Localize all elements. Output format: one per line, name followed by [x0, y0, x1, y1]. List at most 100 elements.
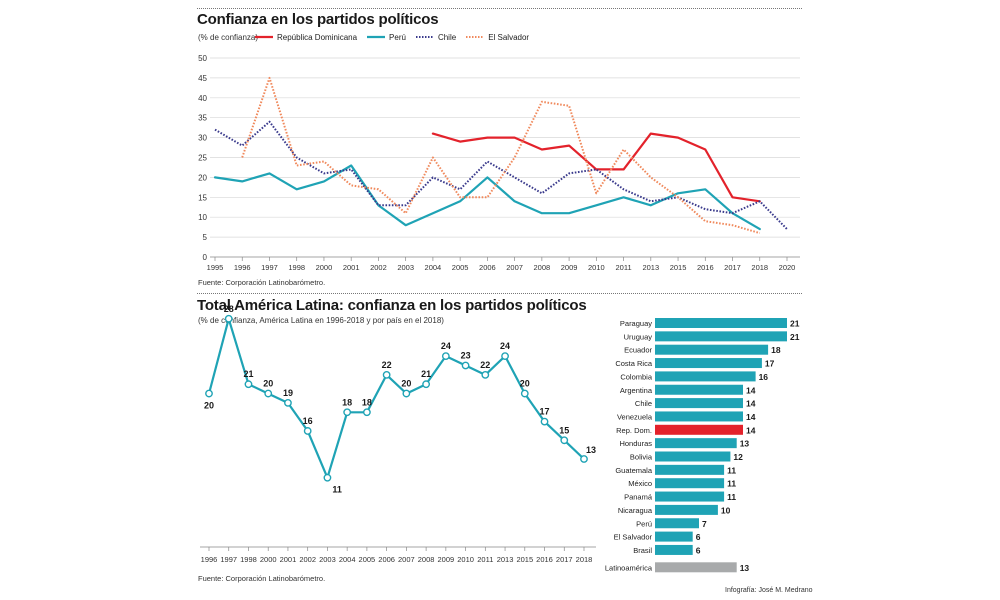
data-label: 20 — [401, 379, 411, 389]
bar-category-label: Ecuador — [624, 346, 652, 355]
x-tick-label: 2018 — [751, 263, 768, 272]
x-tick-label: 1998 — [240, 555, 257, 564]
bar-chile — [655, 398, 743, 409]
x-tick-label: 2009 — [561, 263, 578, 272]
x-tick-label: 1997 — [261, 263, 278, 272]
top-line-chart: 0 5 10 15 20 25 30 35 40 45 50 1995 1996 1997 1998 2000… — [198, 54, 800, 272]
top-rule — [197, 8, 802, 9]
bar-panama — [655, 491, 725, 502]
bar-argentina — [655, 384, 743, 395]
bar-ecuador — [655, 344, 769, 355]
bar-nicaragua — [655, 504, 718, 515]
y-tick-label: 5 — [203, 233, 208, 242]
bar-value-label: 12 — [733, 452, 743, 462]
x-tick-label: 2015 — [516, 555, 533, 564]
y-tick-label: 45 — [198, 74, 207, 83]
bar-category-label: Latinoamérica — [605, 563, 653, 572]
data-label: 22 — [382, 360, 392, 370]
bottom-rule — [197, 293, 802, 294]
bar-category-label: Panamá — [624, 493, 653, 502]
y-tick-label: 25 — [198, 154, 207, 163]
bar-rep-dom — [655, 424, 743, 435]
top-chart-subtitle: (% de confianza) — [198, 33, 259, 42]
data-label: 19 — [283, 388, 293, 398]
bottom-chart-subtitle: (% de confianza, América Latina en 1996-… — [198, 316, 444, 325]
data-label: 18 — [362, 397, 372, 407]
y-tick-label: 10 — [198, 213, 207, 222]
legend-swatch-el-salvador — [466, 36, 485, 38]
bar-value-label: 10 — [721, 505, 731, 515]
bar-category-label: Chile — [635, 399, 652, 408]
x-tick-label: 2005 — [359, 555, 376, 564]
x-tick-label: 2009 — [437, 555, 454, 564]
bar-value-label: 6 — [696, 545, 701, 555]
bar-value-label: 11 — [727, 479, 736, 489]
bar-honduras — [655, 438, 737, 449]
legend-swatch-peru — [367, 35, 386, 39]
x-tick-label: 2000 — [316, 263, 333, 272]
bar-guatemala — [655, 464, 725, 475]
x-tick-label: 2007 — [506, 263, 523, 272]
x-tick-label: 1996 — [201, 555, 218, 564]
legend-item-chile: Chile — [415, 33, 456, 42]
x-tick-label: 2017 — [556, 555, 573, 564]
data-point — [224, 314, 233, 323]
data-point — [422, 380, 431, 389]
data-label: 28 — [224, 304, 234, 314]
x-tick-label: 2003 — [397, 263, 414, 272]
data-point — [205, 389, 213, 398]
bar-paraguay — [655, 318, 787, 328]
legend-swatch-chile — [415, 36, 434, 38]
bar-value-label: 11 — [727, 492, 736, 502]
data-label: 16 — [303, 416, 313, 426]
y-tick-label: 35 — [198, 114, 207, 123]
x-tick-label: 2016 — [697, 263, 714, 272]
x-tick-label: 2004 — [425, 263, 442, 272]
y-tick-label: 40 — [198, 94, 207, 103]
bar-category-label: Venezuela — [617, 412, 653, 421]
data-label: 21 — [421, 369, 431, 379]
bar-value-label: 21 — [790, 319, 800, 329]
bar-category-label: Argentina — [620, 386, 653, 395]
bar-category-label: México — [628, 479, 652, 488]
bar-value-label: 16 — [759, 372, 769, 382]
top-chart-legend: República Dominicana Perú Chile El Salva… — [255, 31, 539, 43]
data-label: 18 — [342, 397, 352, 407]
bar-bolivia — [655, 451, 731, 462]
x-tick-label: 2020 — [779, 263, 796, 272]
data-label: 20 — [263, 379, 273, 389]
data-point — [461, 361, 470, 370]
bar-value-label: 13 — [740, 439, 750, 449]
x-tick-label: 2016 — [536, 555, 553, 564]
bar-value-label: 18 — [771, 345, 781, 355]
x-tick-label: 2011 — [477, 555, 493, 564]
credit: Infografía: José M. Medrano — [725, 587, 813, 594]
x-tick-label: 2018 — [576, 555, 593, 564]
bar-category-label: Perú — [636, 519, 652, 528]
bar-venezuela — [655, 411, 743, 422]
bar-value-label: 7 — [702, 519, 707, 529]
data-label: 15 — [559, 425, 569, 435]
x-tick-label: 2006 — [378, 555, 395, 564]
bar-value-label: 21 — [790, 332, 800, 342]
bar-category-label: Colombia — [620, 372, 653, 381]
y-tick-label: 50 — [198, 54, 207, 63]
y-tick-label: 0 — [203, 253, 208, 262]
bar-value-label: 11 — [727, 465, 736, 475]
bar-costa-rica — [655, 358, 762, 369]
data-label: 24 — [441, 341, 451, 351]
data-label: 21 — [243, 369, 253, 379]
bar-category-label: Honduras — [619, 439, 652, 448]
x-tick-label: 1995 — [207, 263, 224, 272]
data-point — [244, 380, 253, 389]
x-tick-label: 2010 — [457, 555, 474, 564]
data-point — [501, 352, 509, 361]
bar-category-label: El Salvador — [614, 533, 653, 542]
data-point — [343, 408, 352, 417]
data-point — [264, 389, 273, 398]
data-point — [382, 370, 391, 379]
bar-category-label: Brasil — [633, 546, 652, 555]
bar-value-label: 14 — [746, 399, 756, 409]
legend-item-peru: Perú — [367, 33, 406, 42]
